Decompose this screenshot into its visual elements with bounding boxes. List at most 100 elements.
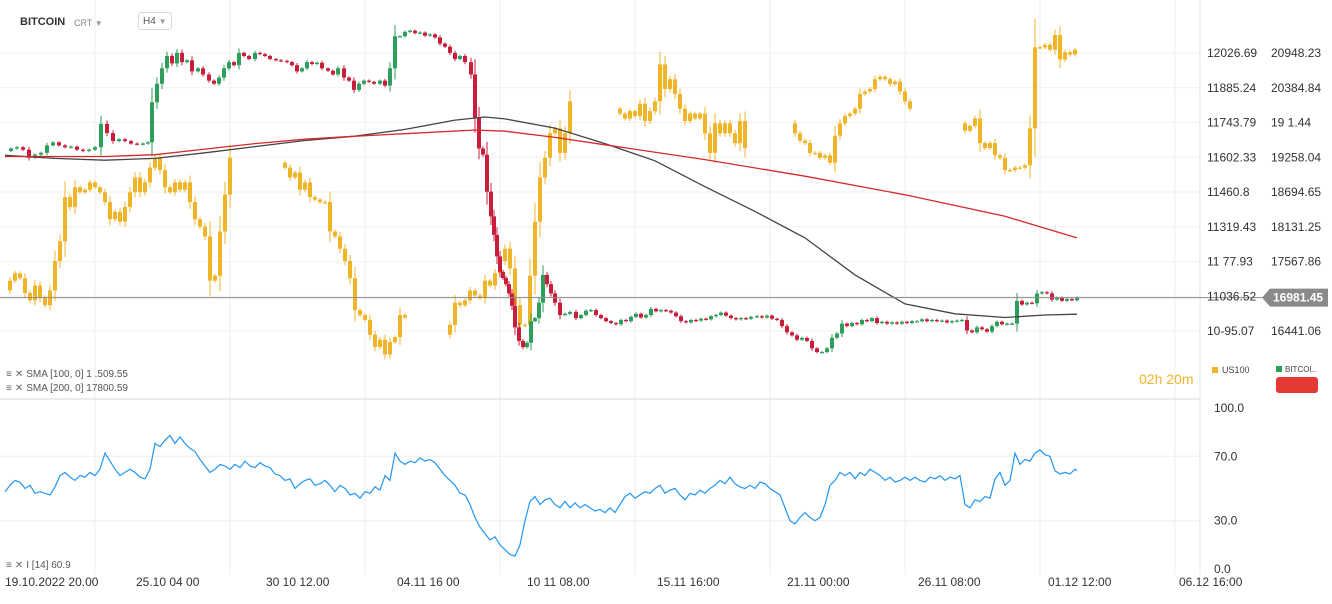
us100-candle: [63, 197, 67, 242]
us100-candle: [838, 123, 842, 136]
bitcoin-candle: [870, 318, 874, 322]
bitcoin-candle: [170, 55, 174, 64]
us100-candle: [818, 152, 822, 158]
bitcoin-candle: [800, 337, 804, 340]
us100-candle: [223, 194, 227, 232]
rsi-line-path: [4, 434, 1078, 557]
bitcoin-candle: [123, 139, 127, 142]
chevron-down-icon: ▼: [94, 19, 103, 28]
bitcoin-candle: [679, 316, 683, 322]
us100-candle: [893, 81, 897, 85]
us100-candle: [28, 292, 32, 301]
sma100-indicator[interactable]: ≡ ✕ SMA [100, 0] 1 .509.55: [6, 369, 128, 380]
legend-color-swatch[interactable]: [1276, 377, 1318, 393]
bitcoin-candle: [890, 322, 894, 324]
bitcoin-candle: [315, 62, 319, 64]
us100-candle: [483, 280, 487, 298]
us100-candle: [158, 157, 162, 171]
sma200-indicator[interactable]: ≡ ✕ SMA [200, 0] 17800.59: [6, 383, 128, 394]
bitcoin-candle: [458, 55, 462, 60]
bitcoin-candle: [150, 102, 154, 143]
us100-candle: [163, 170, 167, 188]
us100-candle: [198, 219, 202, 227]
bitcoin-candle: [1020, 300, 1024, 305]
bitcoin-candle: [201, 68, 205, 75]
bitcoin-candle: [910, 321, 914, 324]
us100-candle: [968, 125, 972, 131]
bitcoin-candle: [609, 321, 613, 324]
bitcoin-candle: [175, 52, 179, 64]
bitcoin-candle: [835, 333, 839, 338]
us100-candle: [978, 118, 982, 144]
bitcoin-candle: [760, 316, 764, 318]
us100-candle: [903, 91, 907, 102]
timeframe-select[interactable]: H4 ▼: [138, 12, 172, 30]
us100-candle: [398, 315, 402, 338]
legend-us100[interactable]: US100: [1212, 365, 1250, 375]
bitcoin-candle: [485, 154, 489, 192]
close-icon[interactable]: ✕: [14, 383, 24, 394]
right-axis-tick: 19258.04: [1271, 150, 1321, 164]
symbol-label[interactable]: BITCOIN: [20, 16, 66, 28]
bitcoin-candle: [574, 311, 578, 319]
rsi-indicator[interactable]: ≡ ✕ I [14] 60.9: [6, 560, 71, 571]
bitcoin-candle: [719, 312, 723, 316]
close-icon[interactable]: ✕: [14, 560, 24, 571]
us100-candle: [723, 123, 727, 134]
settings-icon[interactable]: ≡: [6, 369, 12, 380]
us100-candle: [688, 113, 692, 121]
us100-candle: [343, 248, 347, 262]
right-axis-tick: 18694.65: [1271, 185, 1321, 199]
us100-candle: [173, 182, 177, 193]
bitcoin-candle: [69, 146, 73, 148]
us100-candle: [108, 202, 112, 220]
us100-candle: [1008, 170, 1012, 172]
us100-candle: [828, 155, 832, 163]
bitcoin-candle: [117, 139, 121, 142]
left-axis-tick: 12026.69: [1207, 46, 1257, 60]
chart-type-select[interactable]: CRT ▼: [74, 18, 103, 28]
us100-candle: [973, 118, 977, 126]
bitcoin-candle: [704, 318, 708, 320]
timeframe-label: H4: [143, 16, 156, 27]
right-axis-tick: 19 1.44: [1271, 116, 1311, 130]
bitcoin-candle: [945, 320, 949, 323]
us100-candle: [883, 76, 887, 80]
us100-candle: [963, 123, 967, 131]
sma100-line: [4, 116, 1078, 319]
bitcoin-candle: [1000, 321, 1004, 325]
us100-candle: [638, 103, 642, 117]
bitcoin-candle: [875, 318, 879, 324]
bitcoin-candle: [242, 52, 246, 56]
bitcoin-candle: [790, 332, 794, 336]
bitcoin-candle: [885, 321, 889, 324]
us100-candle: [568, 101, 572, 134]
bitcoin-candle: [659, 310, 663, 312]
bitcoin-candle: [684, 321, 688, 323]
legend-bitcoin[interactable]: BITCOI..: [1276, 365, 1316, 374]
bitcoin-candle: [111, 133, 115, 142]
right-axis-tick: 20948.23: [1271, 46, 1321, 60]
bitcoin-candle: [755, 316, 759, 318]
bitcoin-candle: [714, 315, 718, 317]
bitcoin-candle: [830, 337, 834, 349]
bitcoin-candle: [263, 54, 267, 56]
sma200-label: SMA [200, 0] 17800.59: [26, 383, 128, 394]
bitcoin-candle: [975, 327, 979, 333]
rsi-axis-tick: 30.0: [1214, 514, 1238, 528]
us100-candle: [1038, 47, 1042, 49]
bitcoin-candle: [342, 68, 346, 78]
left-axis-tick: 11602.33: [1207, 150, 1256, 164]
settings-icon[interactable]: ≡: [6, 383, 12, 394]
bitcoin-candle: [775, 318, 779, 320]
us100-candle: [353, 278, 357, 311]
bitcoin-candle: [1015, 300, 1019, 324]
bitcoin-candle: [423, 32, 427, 36]
settings-icon[interactable]: ≡: [6, 560, 12, 571]
bitcoin-candle: [190, 60, 194, 72]
bitcoin-candle: [1005, 323, 1009, 325]
close-icon[interactable]: ✕: [14, 369, 24, 380]
us100-candle: [358, 310, 362, 316]
